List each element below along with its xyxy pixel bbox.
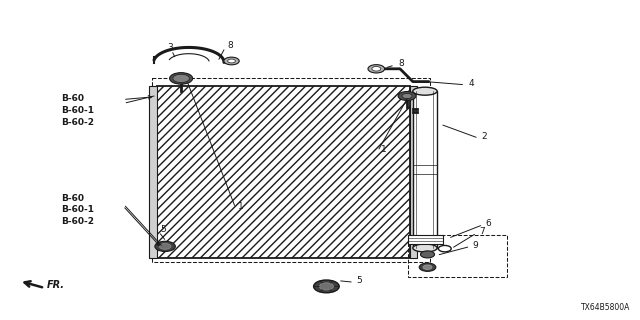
Circle shape bbox=[438, 245, 451, 252]
Ellipse shape bbox=[413, 87, 437, 95]
Text: B-60
B-60-1
B-60-2: B-60 B-60-1 B-60-2 bbox=[61, 194, 94, 226]
Text: 6: 6 bbox=[485, 219, 491, 228]
Circle shape bbox=[159, 244, 171, 249]
Circle shape bbox=[402, 93, 412, 99]
Circle shape bbox=[173, 74, 189, 83]
Bar bbox=[410, 86, 417, 258]
Circle shape bbox=[372, 67, 381, 71]
Text: 1: 1 bbox=[238, 202, 244, 211]
Text: 3: 3 bbox=[168, 43, 173, 52]
Bar bbox=[408, 235, 507, 277]
Text: 7: 7 bbox=[479, 227, 484, 236]
Text: 2: 2 bbox=[481, 132, 487, 141]
Circle shape bbox=[314, 280, 339, 293]
Text: 8: 8 bbox=[398, 59, 404, 68]
Text: B-60
B-60-1
B-60-2: B-60 B-60-1 B-60-2 bbox=[61, 94, 94, 127]
Circle shape bbox=[419, 263, 436, 271]
Text: FR.: FR. bbox=[47, 280, 65, 291]
Text: TX64B5800A: TX64B5800A bbox=[581, 303, 630, 312]
Bar bbox=[152, 78, 430, 262]
Text: 8: 8 bbox=[228, 41, 234, 50]
Circle shape bbox=[170, 73, 193, 84]
Circle shape bbox=[368, 65, 385, 73]
Ellipse shape bbox=[413, 244, 437, 252]
Bar bbox=[408, 235, 443, 244]
Bar bbox=[149, 86, 157, 258]
Circle shape bbox=[224, 57, 239, 65]
Text: 5: 5 bbox=[356, 276, 362, 285]
Circle shape bbox=[319, 283, 333, 290]
Circle shape bbox=[228, 59, 236, 63]
Circle shape bbox=[155, 241, 175, 252]
Text: 4: 4 bbox=[468, 79, 474, 88]
Circle shape bbox=[420, 251, 435, 258]
Bar bbox=[157, 86, 410, 258]
Text: 9: 9 bbox=[472, 241, 478, 250]
Text: 5: 5 bbox=[160, 225, 166, 234]
Circle shape bbox=[398, 92, 416, 100]
Circle shape bbox=[423, 265, 432, 269]
Text: 1: 1 bbox=[381, 145, 387, 154]
Bar bbox=[413, 91, 437, 248]
